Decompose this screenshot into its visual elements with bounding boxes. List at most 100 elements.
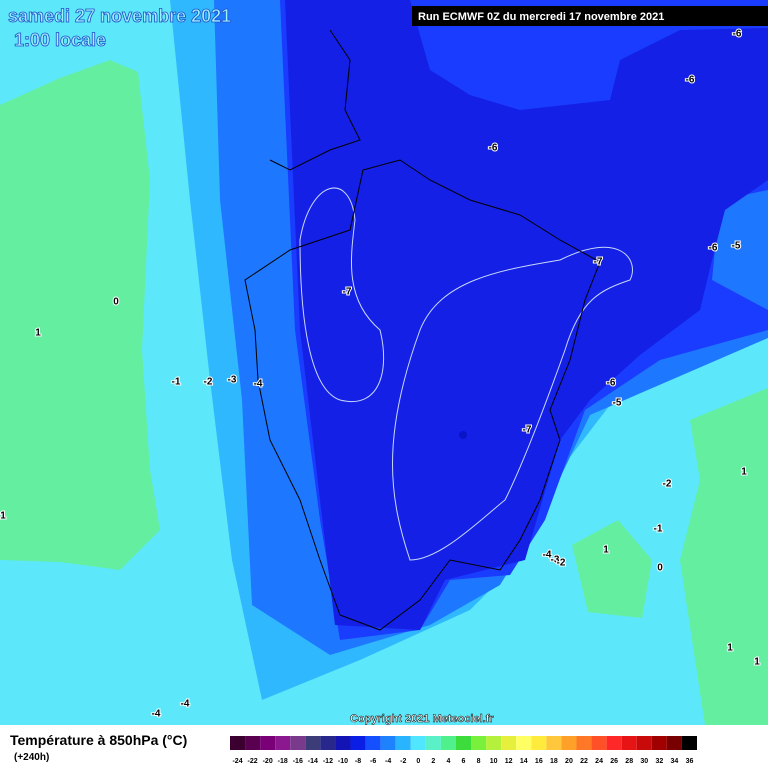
scale-label: -4 bbox=[385, 758, 391, 765]
contour-label: -5 bbox=[613, 398, 622, 409]
scale-label: 28 bbox=[625, 758, 633, 765]
contour-label: -4 bbox=[254, 379, 263, 390]
scale-swatch bbox=[275, 736, 291, 750]
scale-swatch bbox=[666, 736, 682, 750]
coastline bbox=[269, 29, 361, 171]
scale-swatch bbox=[501, 736, 517, 750]
contour-label: -6 bbox=[686, 75, 695, 86]
scale-label: 22 bbox=[580, 758, 588, 765]
scale-swatch bbox=[486, 736, 502, 750]
scale-swatch bbox=[320, 736, 336, 750]
scale-swatch bbox=[260, 736, 276, 750]
scale-label: -14 bbox=[308, 758, 318, 765]
scale-swatch bbox=[290, 736, 306, 750]
scale-label: 14 bbox=[520, 758, 528, 765]
run-label: Run ECMWF 0Z du mercredi 17 novembre 202… bbox=[418, 11, 664, 23]
scale-label: 24 bbox=[595, 758, 603, 765]
scale-swatch bbox=[636, 736, 652, 750]
scale-swatch bbox=[516, 736, 532, 750]
scale-label: 12 bbox=[505, 758, 513, 765]
scale-label: -22 bbox=[248, 758, 258, 765]
contour-label: 1 bbox=[754, 657, 760, 668]
contour-label: 1 bbox=[741, 467, 747, 478]
scale-swatch bbox=[410, 736, 426, 750]
date-label: samedi 27 novembre 2021 bbox=[8, 6, 231, 26]
scale-swatch bbox=[230, 736, 246, 750]
scale-swatch bbox=[606, 736, 622, 750]
contour-label: -5 bbox=[732, 241, 741, 252]
scale-swatch bbox=[546, 736, 562, 750]
warm-zone bbox=[680, 388, 768, 725]
scale-swatch bbox=[531, 736, 547, 750]
scale-label: 36 bbox=[686, 758, 694, 765]
contour-label: 1 bbox=[727, 643, 733, 654]
scale-swatch bbox=[335, 736, 351, 750]
legend-lead: (+240h) bbox=[14, 752, 49, 763]
scale-label: 4 bbox=[446, 758, 450, 765]
contour-label: -4 bbox=[152, 709, 161, 720]
scale-swatch bbox=[651, 736, 667, 750]
scale-swatch bbox=[621, 736, 637, 750]
contour-label: -6 bbox=[733, 29, 742, 40]
scale-swatch bbox=[455, 736, 472, 750]
scale-label: 26 bbox=[610, 758, 618, 765]
scale-swatch bbox=[365, 736, 381, 750]
scale-label: -6 bbox=[370, 758, 376, 765]
scale-label: -10 bbox=[338, 758, 348, 765]
contour-label: -3 bbox=[551, 555, 560, 566]
contour-label: -6 bbox=[489, 143, 498, 154]
contour-labels: -6-6-6-6 -5-7-7-701-1 -2 -3 -41-6-5-2-110111… bbox=[0, 28, 761, 721]
scale-label: 32 bbox=[655, 758, 663, 765]
scale-swatch bbox=[471, 736, 487, 750]
contour-label: 1 bbox=[35, 328, 41, 339]
legend-title: Température à 850hPa (°C) bbox=[10, 732, 187, 748]
scale-label: -12 bbox=[323, 758, 333, 765]
contour-label: -4 bbox=[181, 699, 190, 710]
contour-label: 1 bbox=[603, 545, 609, 556]
scale-swatch bbox=[425, 736, 441, 750]
scale-swatch bbox=[305, 736, 321, 750]
scale-swatch bbox=[245, 736, 261, 750]
scale-swatch bbox=[350, 736, 366, 750]
scale-label: -18 bbox=[278, 758, 288, 765]
contour-label: -7 bbox=[343, 287, 352, 298]
contour-label: -2 bbox=[663, 479, 672, 490]
contour-label: -1 bbox=[654, 524, 663, 535]
contour-label: -2 bbox=[204, 377, 213, 388]
isotherm bbox=[392, 246, 633, 561]
coastline bbox=[244, 159, 601, 631]
contour-label: -3 bbox=[228, 375, 237, 386]
scale-label: -24 bbox=[232, 758, 242, 765]
contour-label: -7 bbox=[594, 257, 603, 268]
scale-label: 10 bbox=[490, 758, 498, 765]
city-dot bbox=[459, 431, 467, 439]
contour-label: -6 bbox=[709, 243, 718, 254]
warm-zone bbox=[0, 60, 160, 570]
scale-label: 8 bbox=[477, 758, 481, 765]
scale-swatch bbox=[395, 736, 411, 750]
contour-label: 0 bbox=[657, 563, 663, 574]
contour-label: -4 bbox=[543, 550, 552, 561]
copyright: Copyright 2021 Meteociel.fr bbox=[350, 713, 494, 725]
contour-label: -6 bbox=[607, 378, 616, 389]
contour-label: -2 bbox=[557, 558, 566, 569]
scale-label: 30 bbox=[640, 758, 648, 765]
scale-label: 6 bbox=[462, 758, 466, 765]
isotherm bbox=[299, 187, 385, 402]
scale-swatch bbox=[561, 736, 577, 750]
scale-label: -20 bbox=[263, 758, 273, 765]
color-scale: -24 -22 -20 -18 -16 -14 -12 -10 -8 -6 -4 -2 0 2 4 6 8 10 1… bbox=[230, 736, 697, 765]
contour-label: 1 bbox=[0, 511, 6, 522]
band-minus7 bbox=[285, 0, 768, 630]
contour-label: -7 bbox=[523, 425, 532, 436]
time-label: 1:00 locale bbox=[14, 30, 106, 50]
scale-label: 20 bbox=[565, 758, 573, 765]
scale-label: -8 bbox=[355, 758, 361, 765]
run-box bbox=[412, 6, 768, 26]
scale-label: -2 bbox=[400, 758, 406, 765]
scale-swatch bbox=[576, 736, 592, 750]
contour-label: -1 bbox=[172, 377, 181, 388]
scale-label: 0 bbox=[416, 758, 420, 765]
scale-label: 16 bbox=[535, 758, 543, 765]
